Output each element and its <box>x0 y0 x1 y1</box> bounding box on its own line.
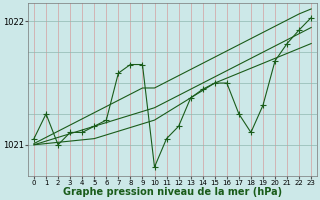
X-axis label: Graphe pression niveau de la mer (hPa): Graphe pression niveau de la mer (hPa) <box>63 187 282 197</box>
